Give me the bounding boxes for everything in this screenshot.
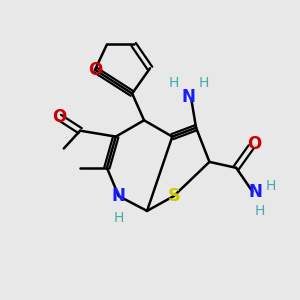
Text: N: N bbox=[249, 183, 262, 201]
Text: O: O bbox=[52, 108, 67, 126]
Text: S: S bbox=[167, 187, 180, 205]
Text: H: H bbox=[199, 76, 209, 90]
Text: H: H bbox=[114, 212, 124, 225]
Text: H: H bbox=[169, 76, 179, 90]
Text: H: H bbox=[266, 179, 276, 193]
Text: H: H bbox=[255, 204, 265, 218]
Text: N: N bbox=[112, 187, 126, 205]
Text: O: O bbox=[247, 135, 261, 153]
Text: N: N bbox=[182, 88, 196, 106]
Text: O: O bbox=[88, 61, 102, 79]
